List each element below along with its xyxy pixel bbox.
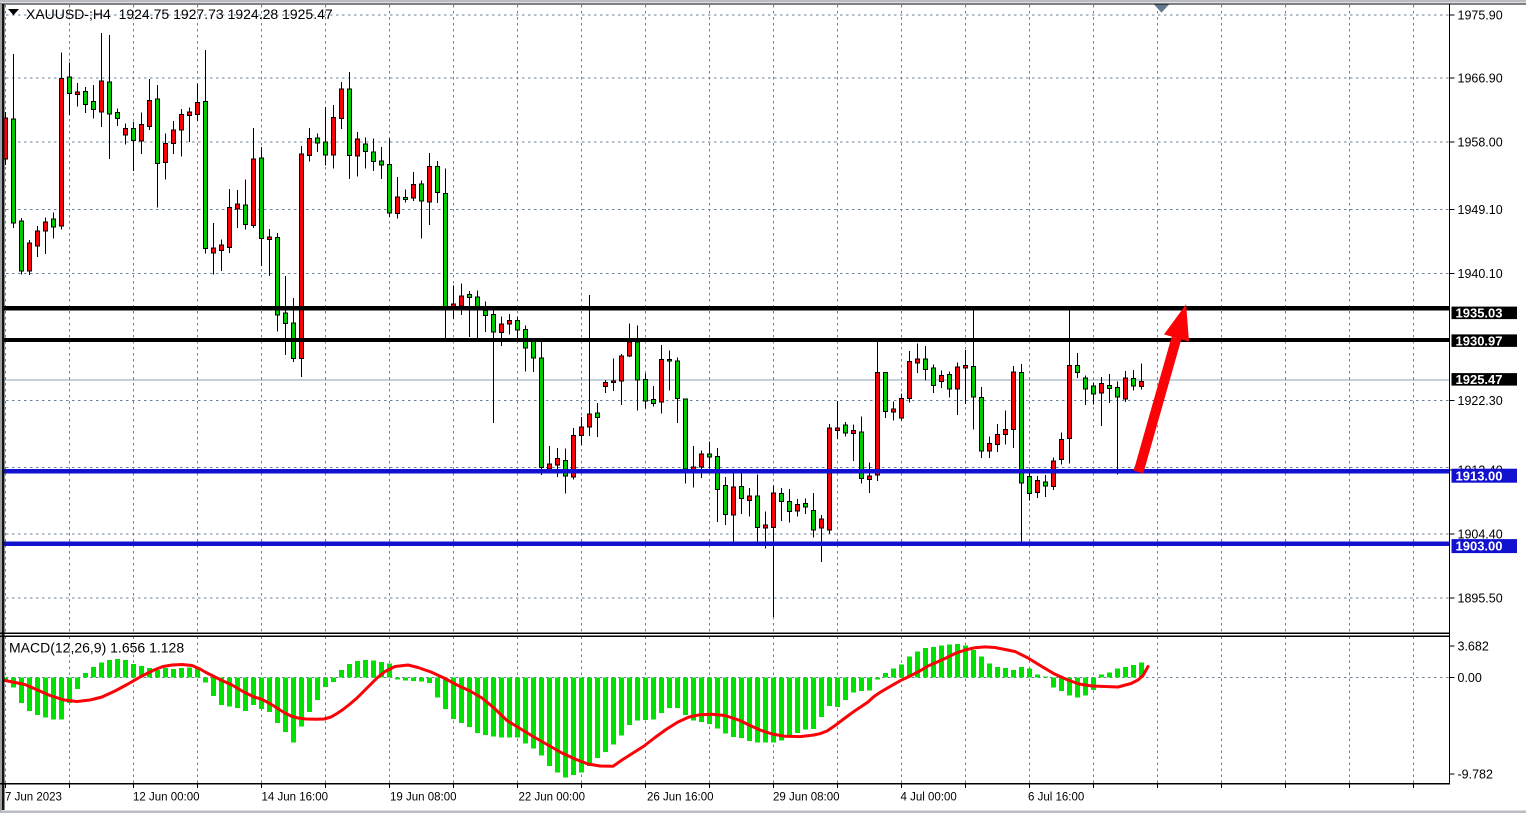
svg-text:22 Jun 00:00: 22 Jun 00:00 bbox=[519, 792, 586, 804]
svg-text:4 Jul 00:00: 4 Jul 00:00 bbox=[901, 792, 957, 804]
svg-text:19 Jun 08:00: 19 Jun 08:00 bbox=[390, 792, 457, 804]
svg-text:3.682: 3.682 bbox=[1458, 640, 1489, 654]
svg-text:12 Jun 00:00: 12 Jun 00:00 bbox=[133, 792, 200, 804]
svg-text:1940.10: 1940.10 bbox=[1458, 267, 1503, 281]
svg-text:1935.03: 1935.03 bbox=[1456, 305, 1503, 320]
svg-text:0.00: 0.00 bbox=[1458, 671, 1482, 685]
svg-text:29 Jun 08:00: 29 Jun 08:00 bbox=[773, 792, 840, 804]
svg-text:MACD(12,26,9) 1.656 1.128: MACD(12,26,9) 1.656 1.128 bbox=[9, 640, 184, 656]
svg-text:1913.00: 1913.00 bbox=[1456, 468, 1503, 483]
svg-text:7 Jun 2023: 7 Jun 2023 bbox=[5, 792, 62, 804]
svg-text:1922.30: 1922.30 bbox=[1458, 394, 1503, 408]
svg-text:1904.40: 1904.40 bbox=[1458, 527, 1503, 541]
svg-text:1949.10: 1949.10 bbox=[1458, 203, 1503, 217]
svg-text:1958.00: 1958.00 bbox=[1458, 136, 1503, 150]
svg-text:1975.90: 1975.90 bbox=[1458, 9, 1503, 23]
svg-text:XAUUSD-;H4 1924.75 1927.73 19: XAUUSD-;H4 1924.75 1927.73 1924.28 1925.… bbox=[26, 6, 333, 22]
svg-text:14 Jun 16:00: 14 Jun 16:00 bbox=[262, 792, 329, 804]
svg-text:1895.50: 1895.50 bbox=[1458, 591, 1503, 605]
svg-text:26 Jun 16:00: 26 Jun 16:00 bbox=[647, 792, 714, 804]
svg-text:6 Jul 16:00: 6 Jul 16:00 bbox=[1028, 792, 1084, 804]
svg-text:1925.47: 1925.47 bbox=[1456, 372, 1503, 387]
svg-text:1966.90: 1966.90 bbox=[1458, 72, 1503, 86]
svg-text:1930.97: 1930.97 bbox=[1456, 333, 1503, 348]
svg-text:-9.782: -9.782 bbox=[1458, 768, 1493, 782]
svg-text:1903.00: 1903.00 bbox=[1456, 539, 1503, 554]
